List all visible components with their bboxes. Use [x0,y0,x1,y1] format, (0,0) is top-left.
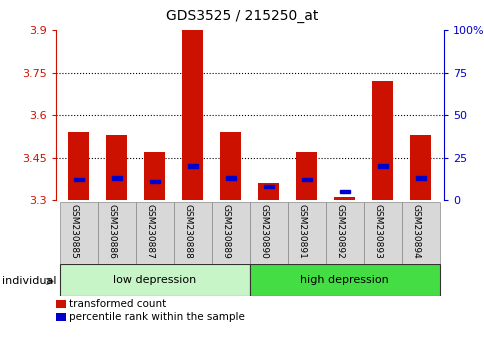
Bar [287,202,325,264]
Bar [258,183,279,200]
Bar [144,152,165,200]
Text: individual: individual [2,276,57,286]
Bar [249,202,287,264]
Bar [415,176,425,179]
Bar [136,202,173,264]
Bar [150,179,159,183]
Bar [60,202,97,264]
Bar [325,202,363,264]
Bar [377,164,387,168]
Bar [74,178,83,181]
Bar [363,202,401,264]
Text: GSM230885: GSM230885 [70,204,78,259]
Bar [111,176,121,179]
Bar [339,190,349,193]
Bar [187,164,197,168]
Bar [401,202,439,264]
Bar [334,197,355,200]
Text: transformed count: transformed count [69,299,166,309]
Text: GSM230887: GSM230887 [145,204,154,259]
Text: GSM230886: GSM230886 [107,204,116,259]
Bar [173,202,212,264]
Bar [212,202,249,264]
Bar [106,135,127,200]
Text: GSM230891: GSM230891 [297,204,306,259]
Bar [68,132,89,200]
Text: GSM230888: GSM230888 [183,204,192,259]
Bar [409,135,431,200]
Bar [249,264,439,296]
Text: GSM230894: GSM230894 [411,204,420,259]
Bar [220,132,241,200]
Text: GSM230892: GSM230892 [335,204,344,259]
Bar [56,313,66,321]
Bar [60,264,249,296]
Text: GSM230889: GSM230889 [221,204,230,259]
Bar [301,178,311,181]
Bar [263,185,273,188]
Text: low depression: low depression [113,275,196,285]
Text: percentile rank within the sample: percentile rank within the sample [69,312,244,322]
Text: GDS3525 / 215250_at: GDS3525 / 215250_at [166,9,318,23]
Text: GSM230893: GSM230893 [373,204,382,259]
Bar [372,81,393,200]
Bar [97,202,136,264]
Bar [226,176,235,179]
Bar [56,300,66,308]
Text: high depression: high depression [300,275,389,285]
Bar [182,30,203,200]
Text: GSM230890: GSM230890 [259,204,268,259]
Bar [296,152,317,200]
